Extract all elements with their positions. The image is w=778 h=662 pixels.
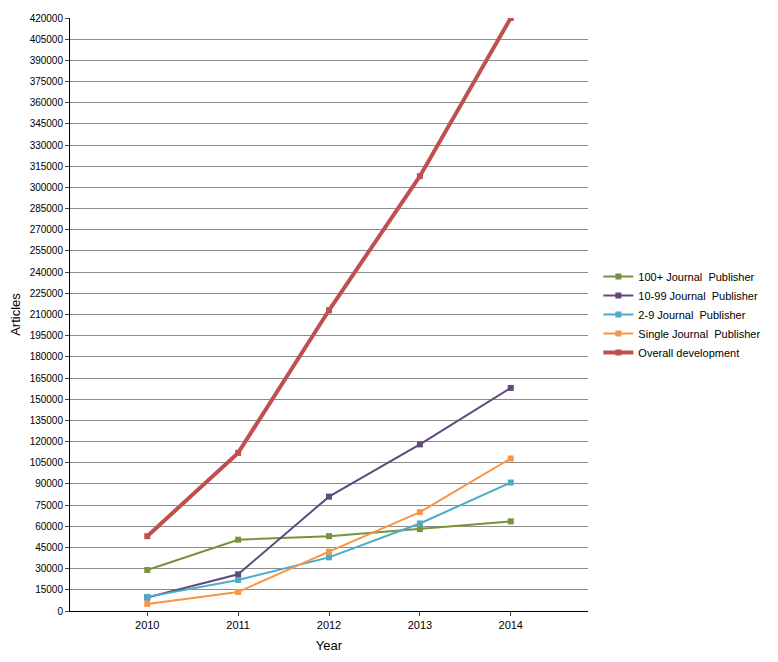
svg-text:150000: 150000	[30, 394, 64, 405]
svg-text:2013: 2013	[408, 619, 432, 631]
svg-text:2-9 Journal Publisher: 2-9 Journal Publisher	[638, 309, 745, 321]
svg-text:345000: 345000	[30, 118, 64, 129]
svg-text:420000: 420000	[30, 13, 64, 24]
svg-text:60000: 60000	[35, 521, 63, 532]
svg-text:165000: 165000	[30, 373, 64, 384]
svg-text:15000: 15000	[35, 584, 63, 595]
svg-text:270000: 270000	[30, 224, 64, 235]
svg-text:2012: 2012	[317, 619, 341, 631]
svg-text:315000: 315000	[30, 161, 64, 172]
svg-text:225000: 225000	[30, 288, 64, 299]
svg-text:405000: 405000	[30, 34, 64, 45]
svg-text:10-99 Journal Publisher: 10-99 Journal Publisher	[638, 290, 758, 302]
svg-text:0: 0	[57, 606, 63, 617]
svg-text:45000: 45000	[35, 542, 63, 553]
svg-text:2010: 2010	[135, 619, 159, 631]
svg-text:120000: 120000	[30, 436, 64, 447]
svg-text:255000: 255000	[30, 245, 64, 256]
svg-text:360000: 360000	[30, 97, 64, 108]
svg-text:135000: 135000	[30, 415, 64, 426]
svg-text:Articles: Articles	[8, 293, 23, 336]
svg-text:Overall development: Overall development	[638, 347, 739, 359]
svg-text:210000: 210000	[30, 309, 64, 320]
svg-text:90000: 90000	[35, 478, 63, 489]
svg-text:375000: 375000	[30, 76, 64, 87]
svg-text:180000: 180000	[30, 351, 64, 362]
svg-text:75000: 75000	[35, 500, 63, 511]
svg-text:390000: 390000	[30, 55, 64, 66]
svg-text:195000: 195000	[30, 330, 64, 341]
svg-text:2011: 2011	[226, 619, 250, 631]
svg-text:2014: 2014	[499, 619, 523, 631]
svg-text:Year: Year	[316, 638, 343, 653]
svg-text:Single Journal Publisher: Single Journal Publisher	[638, 328, 760, 340]
svg-text:285000: 285000	[30, 203, 64, 214]
svg-text:100+ Journal Publisher: 100+ Journal Publisher	[638, 271, 754, 283]
svg-text:300000: 300000	[30, 182, 64, 193]
svg-text:240000: 240000	[30, 267, 64, 278]
svg-text:330000: 330000	[30, 140, 64, 151]
svg-text:105000: 105000	[30, 457, 64, 468]
svg-text:30000: 30000	[35, 563, 63, 574]
